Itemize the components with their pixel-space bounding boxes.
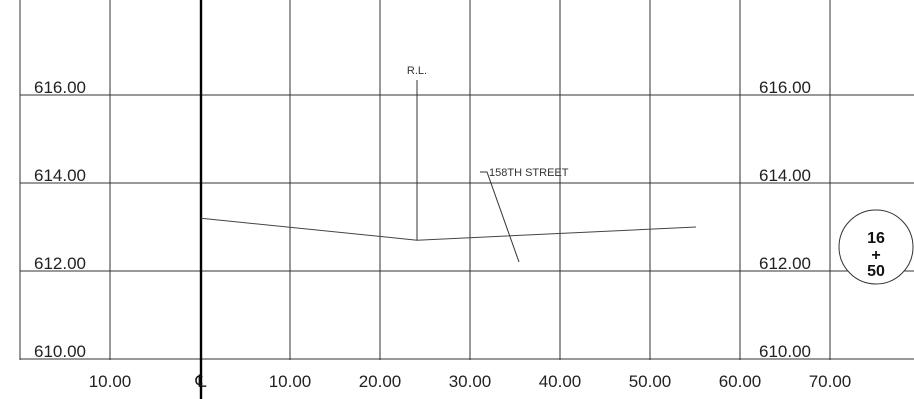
elevation-labels-left: 616.00 614.00 612.00 610.00 bbox=[34, 78, 86, 361]
elevation-label: 616.00 bbox=[759, 78, 811, 97]
offset-label: 10.00 bbox=[269, 372, 312, 391]
elevation-label: 614.00 bbox=[759, 166, 811, 185]
offset-label: 10.00 bbox=[89, 372, 132, 391]
offset-labels: 10.00 10.00 20.00 30.00 40.00 50.00 60.0… bbox=[89, 372, 852, 391]
offset-label: 50.00 bbox=[629, 372, 672, 391]
station-marker: 16 + 50 bbox=[838, 209, 914, 285]
elevation-label: 610.00 bbox=[759, 342, 811, 361]
elevation-label: 612.00 bbox=[34, 254, 86, 273]
station-major: 16 bbox=[867, 230, 885, 247]
station-circle bbox=[838, 209, 914, 285]
elevation-label: 616.00 bbox=[34, 78, 86, 97]
vertical-grid bbox=[19, 0, 831, 360]
elevation-label: 610.00 bbox=[34, 342, 86, 361]
horizontal-grid bbox=[20, 94, 914, 360]
station-minor: 50 bbox=[867, 263, 885, 280]
offset-label: 40.00 bbox=[539, 372, 582, 391]
rl-label: R.L. bbox=[407, 65, 427, 77]
street-leader-line bbox=[480, 171, 520, 263]
centerline-symbol: ℄ bbox=[195, 372, 207, 391]
offset-label: 60.00 bbox=[719, 372, 762, 391]
street-label: 158TH STREET bbox=[489, 167, 569, 179]
elevation-label: 614.00 bbox=[34, 166, 86, 185]
elevation-labels-right: 616.00 614.00 612.00 610.00 bbox=[759, 78, 811, 361]
offset-label: 70.00 bbox=[809, 372, 852, 391]
station-plus: + bbox=[871, 247, 880, 264]
offset-label: 30.00 bbox=[449, 372, 492, 391]
offset-label: 20.00 bbox=[359, 372, 402, 391]
elevation-label: 612.00 bbox=[759, 254, 811, 273]
